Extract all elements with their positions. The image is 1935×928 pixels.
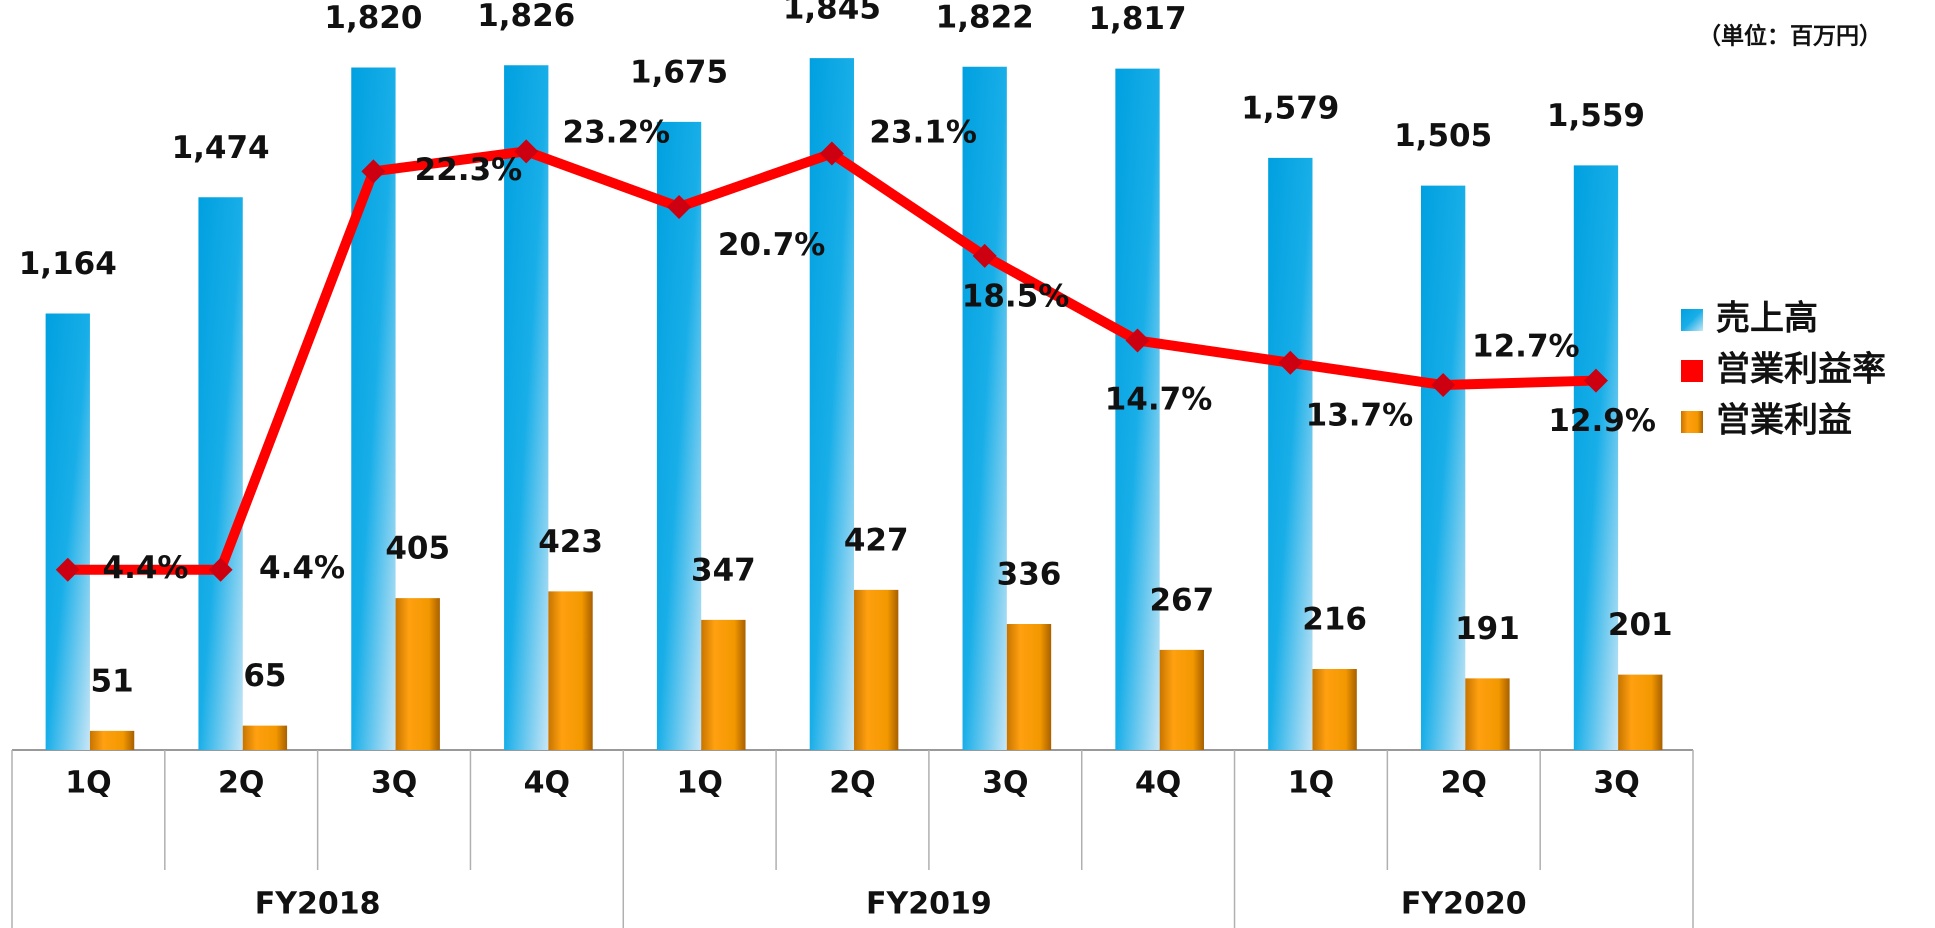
data-label: 1,817 xyxy=(1088,1,1186,37)
bar xyxy=(656,121,702,750)
legend-label: 営業利益率 xyxy=(1716,350,1886,390)
x-tick-label: 2Q xyxy=(218,766,264,801)
data-label: 1,164 xyxy=(19,246,117,282)
marker xyxy=(361,159,386,184)
data-label: 191 xyxy=(1455,611,1520,647)
x-tick-label: 1Q xyxy=(65,766,111,801)
data-label: 1,579 xyxy=(1241,90,1339,126)
legend-label: 売上高 xyxy=(1716,299,1818,339)
data-label: 4.4% xyxy=(103,550,189,586)
data-label: 23.2% xyxy=(563,115,671,151)
x-tick-label: 1Q xyxy=(1288,766,1334,801)
data-label: 13.7% xyxy=(1306,398,1414,434)
x-tick-label: 4Q xyxy=(1135,766,1181,801)
data-label: 4.4% xyxy=(259,550,345,586)
data-label: 1,505 xyxy=(1394,118,1492,154)
data-label: 51 xyxy=(91,663,134,699)
bar xyxy=(1268,157,1313,750)
data-label: 267 xyxy=(1149,582,1214,618)
bar xyxy=(1312,669,1357,750)
marker xyxy=(1125,328,1150,353)
x-tick-label: 3Q xyxy=(371,766,417,801)
data-label: 1,822 xyxy=(936,0,1034,35)
marker xyxy=(972,243,997,268)
data-label: 405 xyxy=(385,531,450,567)
bar xyxy=(1115,68,1160,750)
x-tick-label: 1Q xyxy=(676,766,722,801)
bar xyxy=(854,589,899,750)
data-label: 336 xyxy=(997,557,1062,593)
marker xyxy=(819,141,844,166)
marker xyxy=(1583,368,1608,393)
x-tick-label: 3Q xyxy=(982,766,1028,801)
marker xyxy=(1278,350,1303,375)
data-label: 427 xyxy=(844,522,909,558)
x-tick-label: 2Q xyxy=(1441,766,1487,801)
data-label: 1,845 xyxy=(783,0,881,27)
x-tick-label: 3Q xyxy=(1593,766,1639,801)
data-label: 347 xyxy=(691,552,756,588)
data-label: 14.7% xyxy=(1105,381,1213,417)
data-label: 20.7% xyxy=(718,227,826,263)
data-label: 23.1% xyxy=(869,114,977,150)
x-tick-label: 2Q xyxy=(829,766,875,801)
bar xyxy=(45,313,90,750)
bar xyxy=(1573,165,1619,750)
data-label: 1,675 xyxy=(630,54,728,90)
bar xyxy=(548,591,593,750)
data-label: 201 xyxy=(1608,607,1673,643)
data-label: 1,826 xyxy=(477,0,575,34)
x-tick-label: 4Q xyxy=(524,766,570,801)
group-label: FY2020 xyxy=(1401,887,1527,922)
data-label: 18.5% xyxy=(962,278,1070,314)
data-label: 12.7% xyxy=(1472,328,1580,364)
unit-annotation: （単位：百万円） xyxy=(1698,23,1882,50)
data-label: 65 xyxy=(243,658,286,694)
bar xyxy=(89,730,135,750)
marker xyxy=(55,557,80,582)
bar xyxy=(809,58,855,750)
data-label: 12.9% xyxy=(1548,403,1656,439)
bar xyxy=(701,619,746,750)
data-label: 216 xyxy=(1302,602,1367,638)
bar xyxy=(1465,678,1510,750)
legend-swatch xyxy=(1681,360,1703,382)
group-label: FY2019 xyxy=(866,887,992,922)
marker xyxy=(514,139,539,164)
data-label: 1,559 xyxy=(1547,98,1645,134)
marker xyxy=(1431,373,1456,398)
legend-swatch xyxy=(1681,309,1703,331)
legend-label: 営業利益 xyxy=(1716,401,1852,441)
legend-swatch xyxy=(1681,411,1703,433)
data-label: 1,474 xyxy=(172,130,270,166)
bar xyxy=(1420,185,1466,750)
bar xyxy=(1159,649,1204,750)
bar xyxy=(242,725,288,750)
marker xyxy=(667,194,692,219)
group-label: FY2018 xyxy=(255,887,381,922)
data-label: 423 xyxy=(538,524,603,560)
bar xyxy=(1618,674,1663,750)
data-label: 22.3% xyxy=(415,152,523,188)
bar xyxy=(1006,624,1052,750)
bar xyxy=(198,197,243,750)
bar xyxy=(504,65,549,750)
bar xyxy=(395,598,440,750)
data-label: 1,820 xyxy=(324,0,422,36)
bar xyxy=(962,66,1007,750)
marker xyxy=(208,557,233,582)
